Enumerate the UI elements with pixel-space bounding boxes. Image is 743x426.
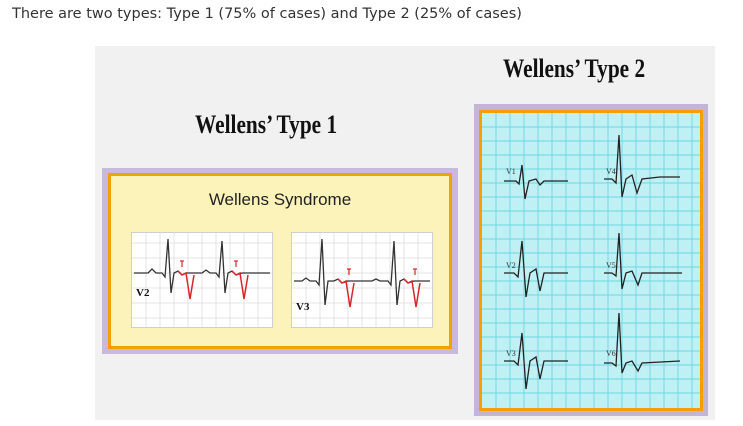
- lead-label-v2: V2: [136, 287, 150, 299]
- type2-title: Wellens’ Type 2: [503, 54, 646, 83]
- ecg-strip-v2: V2: [131, 232, 273, 328]
- type2-panel: V1 V4 V2 V5 V3 V6: [479, 110, 703, 411]
- lead-label-v5: V5: [606, 261, 616, 270]
- ecg-grid-type2: [482, 113, 700, 408]
- ecg-trace-v4: [604, 134, 680, 198]
- ecg-trace-v2: [132, 233, 272, 327]
- ecg-trace-v3: [504, 332, 568, 390]
- type1-title: Wellens’ Type 1: [195, 110, 338, 139]
- lead-label-v4: V4: [606, 167, 616, 176]
- lead-label-v6: V6: [606, 349, 616, 358]
- ecg-trace-v2: [504, 240, 568, 298]
- lead-label-v2: V2: [506, 261, 516, 270]
- lead-label-v3: V3: [506, 349, 516, 358]
- ecg-trace-v5: [604, 232, 682, 290]
- wellens-syndrome-title: Wellens Syndrome: [208, 190, 352, 209]
- lead-label-v1: V1: [506, 167, 516, 176]
- intro-text: There are two types: Type 1 (75% of case…: [12, 6, 522, 22]
- ecg-strip-v3: V3: [291, 232, 433, 328]
- type1-panel: Wellens Syndrome V2: [108, 173, 452, 349]
- ecg-trace-v3: [292, 233, 432, 327]
- ecg-trace-v1: [504, 164, 568, 200]
- ecg-trace-v6: [604, 312, 681, 374]
- lead-label-v3: V3: [296, 301, 310, 313]
